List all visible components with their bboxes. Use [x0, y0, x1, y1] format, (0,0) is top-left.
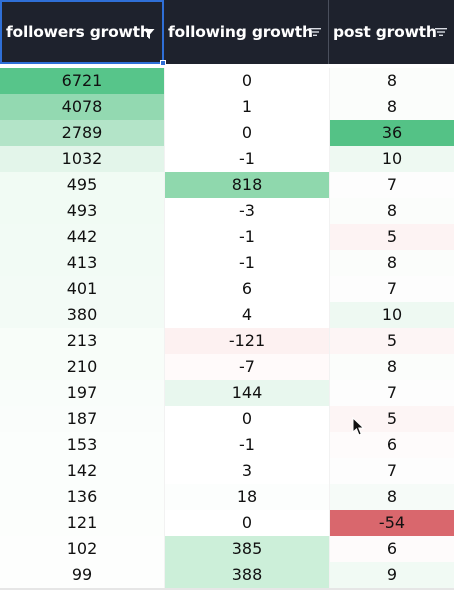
cell-post-growth[interactable]: 10	[329, 146, 454, 172]
cell-followers-growth[interactable]: 136	[0, 484, 164, 510]
cell-followers-growth[interactable]: 6721	[0, 68, 164, 94]
cell-followers-growth[interactable]: 413	[0, 250, 164, 276]
cell-post-growth[interactable]: 7	[329, 276, 454, 302]
table-row[interactable]: 2789 0 36	[0, 120, 454, 146]
cell-followers-growth[interactable]: 142	[0, 458, 164, 484]
cell-followers-growth[interactable]: 2789	[0, 120, 164, 146]
cell-post-growth[interactable]: 8	[329, 94, 454, 120]
cell-post-growth[interactable]: 8	[329, 354, 454, 380]
cell-following-growth[interactable]: 0	[164, 120, 329, 146]
cell-followers-growth[interactable]: 99	[0, 562, 164, 588]
cell-following-growth[interactable]: 818	[164, 172, 329, 198]
table-row[interactable]: 6721 0 8	[0, 68, 454, 94]
table-row[interactable]: 4078 1 8	[0, 94, 454, 120]
table-row[interactable]: 136 18 8	[0, 484, 454, 510]
cell-post-growth[interactable]: 6	[329, 536, 454, 562]
table-row[interactable]: 213 -121 5	[0, 328, 454, 354]
sort-lines-icon[interactable]	[308, 24, 322, 40]
cell-followers-growth[interactable]: 4078	[0, 94, 164, 120]
cell-following-growth[interactable]: -3	[164, 198, 329, 224]
cell-followers-growth[interactable]: 380	[0, 302, 164, 328]
cell-following-growth[interactable]: 0	[164, 510, 329, 536]
table-row[interactable]: 210 -7 8	[0, 354, 454, 380]
cell-following-growth[interactable]: 388	[164, 562, 329, 588]
table-header: followers growth following growth post g…	[0, 0, 454, 66]
cell-followers-growth[interactable]: 493	[0, 198, 164, 224]
cell-followers-growth[interactable]: 442	[0, 224, 164, 250]
cell-followers-growth[interactable]: 187	[0, 406, 164, 432]
cell-followers-growth[interactable]: 213	[0, 328, 164, 354]
table-row[interactable]: 493 -3 8	[0, 198, 454, 224]
cell-post-growth[interactable]: 7	[329, 172, 454, 198]
cell-post-growth[interactable]: 8	[329, 484, 454, 510]
cell-followers-growth[interactable]: 197	[0, 380, 164, 406]
cell-following-growth[interactable]: 6	[164, 276, 329, 302]
cell-following-growth[interactable]: -1	[164, 250, 329, 276]
cell-following-growth[interactable]: -1	[164, 224, 329, 250]
cell-post-growth[interactable]: 7	[329, 380, 454, 406]
cell-following-growth[interactable]: 18	[164, 484, 329, 510]
cell-following-growth[interactable]: 1	[164, 94, 329, 120]
column-header-following-growth[interactable]: following growth	[164, 0, 329, 64]
column-header-post-growth[interactable]: post growth	[329, 0, 454, 64]
table-row[interactable]: 99 388 9	[0, 562, 454, 588]
cell-post-growth[interactable]: 7	[329, 458, 454, 484]
cell-post-growth[interactable]: 6	[329, 432, 454, 458]
cell-followers-growth[interactable]: 102	[0, 536, 164, 562]
cell-following-growth[interactable]: 3	[164, 458, 329, 484]
cell-followers-growth[interactable]: 153	[0, 432, 164, 458]
cell-followers-growth[interactable]: 1032	[0, 146, 164, 172]
table-row[interactable]: 153 -1 6	[0, 432, 454, 458]
cell-following-growth[interactable]: -7	[164, 354, 329, 380]
cell-post-growth[interactable]: 8	[329, 198, 454, 224]
column-header-label: following growth	[168, 23, 313, 41]
table-row[interactable]: 380 4 10	[0, 302, 454, 328]
table-row[interactable]: 197 144 7	[0, 380, 454, 406]
cell-followers-growth[interactable]: 210	[0, 354, 164, 380]
cell-following-growth[interactable]: 144	[164, 380, 329, 406]
table-row[interactable]: 413 -1 8	[0, 250, 454, 276]
table-row[interactable]: 442 -1 5	[0, 224, 454, 250]
cell-post-growth[interactable]: 5	[329, 328, 454, 354]
cell-post-growth[interactable]: 5	[329, 224, 454, 250]
cell-following-growth[interactable]: 0	[164, 406, 329, 432]
cell-following-growth[interactable]: -1	[164, 146, 329, 172]
cell-post-growth[interactable]: 5	[329, 406, 454, 432]
column-header-label: post growth	[333, 23, 437, 41]
table-row[interactable]: 142 3 7	[0, 458, 454, 484]
cell-followers-growth[interactable]: 495	[0, 172, 164, 198]
cell-post-growth[interactable]: -54	[329, 510, 454, 536]
column-header-label: followers growth	[6, 23, 151, 41]
column-resize-handle[interactable]	[160, 60, 166, 66]
cell-post-growth[interactable]: 8	[329, 250, 454, 276]
cell-followers-growth[interactable]: 121	[0, 510, 164, 536]
cell-following-growth[interactable]: -1	[164, 432, 329, 458]
table-row[interactable]: 102 385 6	[0, 536, 454, 562]
cell-followers-growth[interactable]: 401	[0, 276, 164, 302]
sort-lines-icon[interactable]	[434, 24, 448, 40]
cell-following-growth[interactable]: 0	[164, 68, 329, 94]
table-row[interactable]: 1032 -1 10	[0, 146, 454, 172]
table-bottom-border	[0, 588, 454, 590]
cell-post-growth[interactable]: 10	[329, 302, 454, 328]
table-row[interactable]: 121 0 -54	[0, 510, 454, 536]
filter-active-icon[interactable]	[142, 26, 156, 42]
cell-following-growth[interactable]: -121	[164, 328, 329, 354]
table-body: 6721 0 8 4078 1 8 2789 0 36 1032 -1 10 495 818 7 493 -3 8…	[0, 68, 454, 588]
table-row[interactable]: 187 0 5	[0, 406, 454, 432]
table-row[interactable]: 495 818 7	[0, 172, 454, 198]
cell-post-growth[interactable]: 9	[329, 562, 454, 588]
cell-post-growth[interactable]: 8	[329, 68, 454, 94]
mouse-cursor-icon	[352, 417, 365, 436]
cell-post-growth[interactable]: 36	[329, 120, 454, 146]
cell-following-growth[interactable]: 4	[164, 302, 329, 328]
column-header-followers-growth[interactable]: followers growth	[0, 0, 166, 66]
table-row[interactable]: 401 6 7	[0, 276, 454, 302]
cell-following-growth[interactable]: 385	[164, 536, 329, 562]
